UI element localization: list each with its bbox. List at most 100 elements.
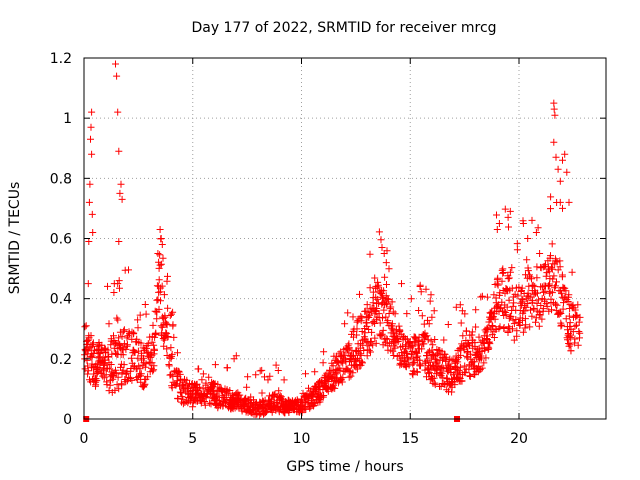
- data-point: [359, 359, 366, 367]
- data-point: [565, 312, 573, 320]
- data-point: [83, 356, 91, 364]
- data-point: [514, 292, 522, 300]
- data-point: [365, 346, 373, 354]
- data-point: [499, 265, 507, 273]
- data-point: [275, 387, 283, 395]
- data-point: [549, 275, 557, 283]
- data-point: [117, 180, 125, 188]
- data-point: [548, 240, 556, 248]
- data-point: [565, 342, 573, 350]
- data-point: [464, 354, 472, 362]
- data-point: [567, 347, 575, 355]
- data-point: [424, 316, 431, 324]
- data-point: [164, 333, 172, 340]
- data-point: [83, 337, 91, 345]
- data-point: [391, 310, 399, 318]
- data-point: [371, 274, 379, 282]
- data-point: [431, 381, 439, 389]
- data-point: [430, 307, 438, 315]
- data-point: [353, 361, 361, 368]
- data-point: [195, 365, 203, 373]
- data-point: [226, 387, 234, 394]
- data-point: [202, 379, 210, 387]
- data-point: [361, 329, 369, 337]
- data-point: [198, 376, 206, 384]
- data-point: [547, 193, 555, 201]
- data-point: [415, 307, 423, 314]
- data-point: [266, 372, 274, 380]
- data-point: [573, 312, 581, 320]
- data-point: [545, 289, 553, 297]
- data-point: [371, 334, 379, 342]
- data-point: [256, 367, 264, 375]
- data-point: [158, 282, 166, 290]
- data-point: [568, 268, 576, 276]
- data-point: [155, 264, 163, 272]
- data-point: [211, 392, 219, 400]
- data-point: [456, 345, 464, 353]
- data-point: [431, 336, 439, 343]
- data-point: [346, 368, 354, 376]
- data-point: [501, 205, 509, 213]
- data-point: [534, 296, 542, 304]
- data-point: [427, 291, 435, 299]
- data-point: [513, 246, 521, 254]
- data-point: [561, 150, 569, 158]
- data-point: [417, 288, 425, 296]
- data-point: [539, 305, 547, 313]
- data-point: [243, 383, 251, 391]
- data-point: [107, 361, 115, 368]
- data-point: [462, 327, 470, 335]
- data-point: [528, 275, 535, 283]
- data-point: [506, 268, 514, 276]
- data-point: [349, 313, 357, 321]
- data-point: [510, 299, 518, 307]
- data-point: [130, 329, 138, 337]
- data-point: [522, 303, 530, 311]
- data-point: [164, 272, 171, 280]
- data-point: [502, 311, 510, 319]
- data-point: [112, 366, 119, 374]
- data-point: [144, 373, 152, 381]
- data-point: [438, 369, 446, 377]
- data-point: [510, 336, 518, 344]
- data-point: [461, 362, 469, 370]
- data-point: [565, 198, 573, 206]
- data-point: [513, 240, 521, 248]
- data-point: [551, 111, 559, 119]
- y-axis-ticks: 0 0.2 0.4 0.6 0.8 1 1.2: [50, 51, 606, 428]
- data-point: [523, 256, 531, 264]
- data-point: [380, 250, 388, 257]
- data-point: [438, 363, 446, 371]
- data-point: [87, 332, 95, 340]
- data-point: [163, 345, 171, 353]
- data-point: [499, 269, 507, 276]
- data-point: [144, 340, 152, 348]
- data-point: [375, 228, 383, 236]
- data-point: [563, 168, 571, 176]
- data-point: [114, 373, 122, 381]
- data-point: [409, 342, 417, 350]
- data-point: [88, 108, 96, 116]
- data-point: [524, 267, 532, 275]
- data-point: [440, 336, 448, 344]
- data-point: [455, 366, 463, 374]
- data-point: [127, 354, 135, 362]
- y-tick-label: 0.4: [50, 292, 72, 308]
- data-point: [528, 312, 536, 320]
- data-point: [330, 373, 338, 381]
- data-point: [223, 364, 231, 372]
- data-point: [468, 328, 476, 336]
- data-point: [528, 216, 536, 224]
- data-point: [522, 321, 530, 329]
- data-point: [388, 298, 396, 306]
- data-point: [459, 332, 467, 340]
- data-point: [268, 408, 276, 416]
- data-point: [456, 363, 464, 371]
- data-point: [109, 375, 117, 383]
- data-point: [513, 327, 521, 335]
- data-point: [85, 198, 93, 206]
- data-point: [574, 341, 582, 349]
- data-point: [524, 300, 532, 307]
- data-point: [163, 330, 171, 338]
